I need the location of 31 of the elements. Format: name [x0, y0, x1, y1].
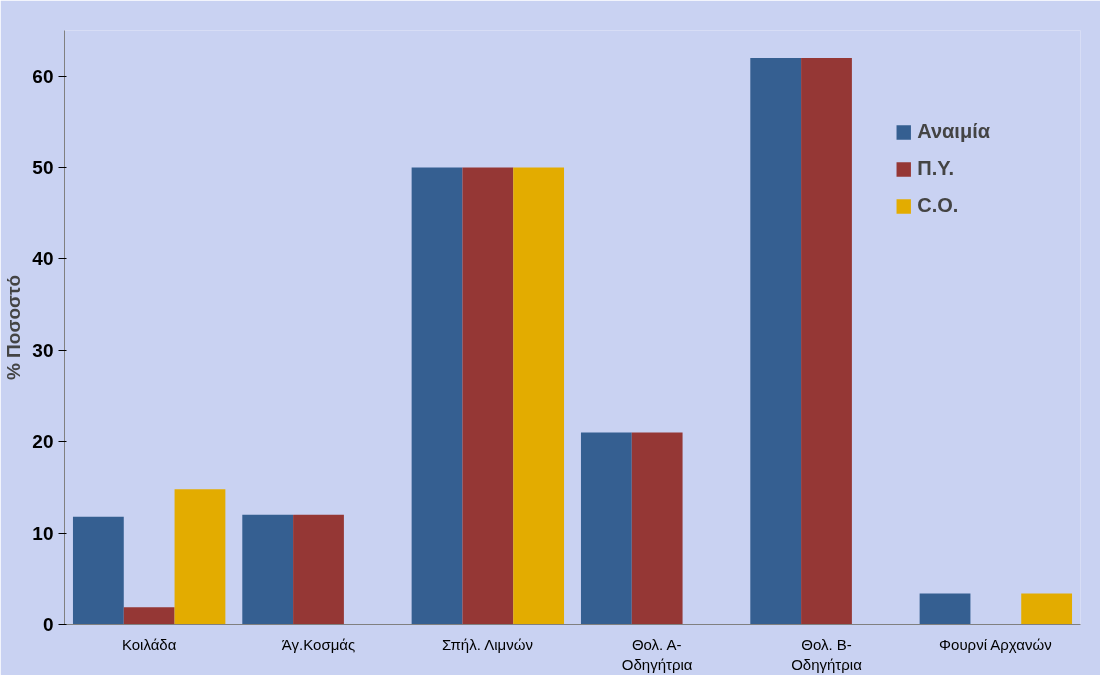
legend-label: Π.Υ.: [917, 157, 954, 180]
y-tick-label: 50: [32, 157, 54, 179]
x-tick-label: Σπήλ. Λιμνών: [441, 635, 533, 653]
bar: [123, 607, 175, 625]
y-tick-label: 20: [32, 431, 54, 453]
x-tick-label: Κοιλάδα: [121, 635, 177, 653]
bar: [293, 514, 344, 625]
y-tick-label: 10: [32, 522, 54, 544]
bar: [411, 167, 463, 625]
bar: [919, 593, 971, 625]
y-tick-label: 40: [32, 248, 54, 270]
bar: [513, 167, 565, 625]
y-tick-label: 30: [32, 339, 54, 361]
y-tick-label: 60: [32, 65, 54, 87]
bar: [72, 516, 124, 625]
x-tick-label: Άγ.Κοσμάς: [281, 635, 356, 653]
bar: [801, 57, 852, 625]
legend-label: Αναιμία: [917, 120, 990, 143]
bar: [580, 432, 632, 625]
x-tick-label: Θολ. Β- Οδηγήτρια: [791, 635, 863, 673]
y-axis-title: % Ποσοστό: [3, 274, 25, 381]
y-tick-label: 0: [42, 614, 54, 635]
bar: [242, 514, 294, 625]
bar: [1021, 593, 1073, 625]
x-tick-label: Φουρνί Αρχανών: [939, 635, 1052, 653]
legend-label: C.O.: [917, 194, 959, 217]
bar: [174, 489, 226, 625]
x-tick-label: Θολ. Α- Οδηγήτρια: [621, 635, 693, 673]
bar: [631, 432, 683, 625]
bar: [750, 57, 802, 625]
bar: [462, 167, 514, 625]
